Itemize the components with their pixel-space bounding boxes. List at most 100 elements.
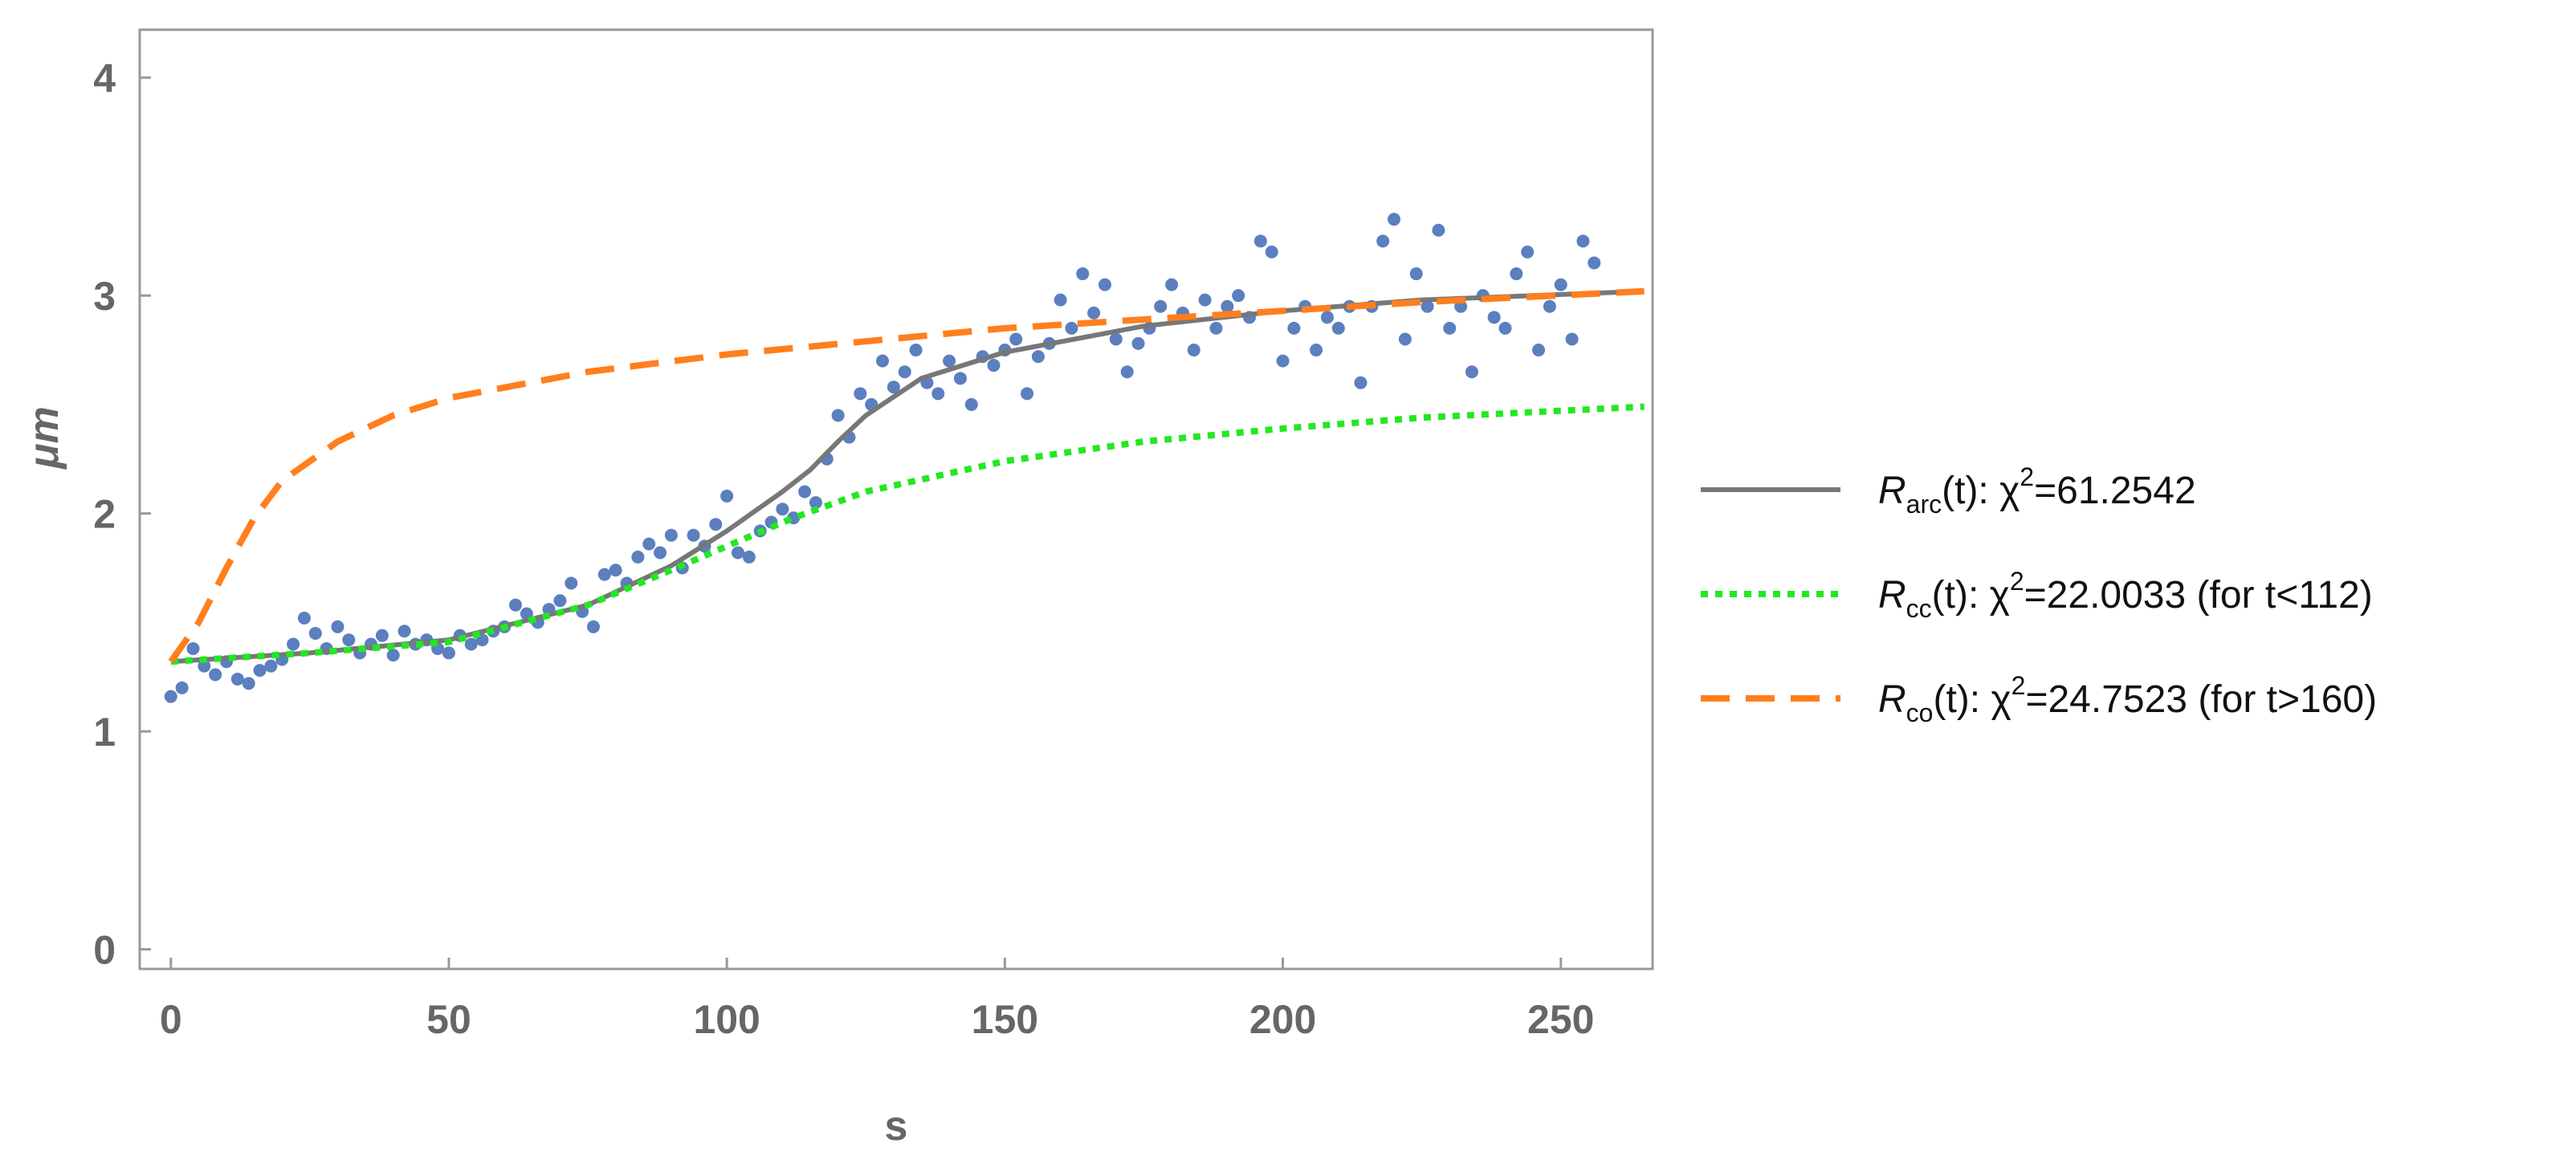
data-point xyxy=(1232,289,1245,303)
data-point xyxy=(1354,376,1367,389)
data-point xyxy=(287,637,300,651)
data-point xyxy=(1565,332,1579,346)
data-point xyxy=(1109,332,1123,346)
data-point xyxy=(1465,365,1478,379)
data-point xyxy=(331,620,344,633)
data-point xyxy=(1588,256,1601,270)
data-point xyxy=(1376,234,1390,248)
x-tick-label: 0 xyxy=(160,997,182,1042)
y-tick-label: 0 xyxy=(93,928,116,973)
data-point xyxy=(375,629,389,642)
legend-entry: Rcc(t): χ2=22.0033 (for t<112) xyxy=(1878,567,2373,623)
legend-text: (t): χ xyxy=(1942,470,2020,512)
data-point xyxy=(565,576,578,590)
x-tick-label: 200 xyxy=(1249,997,1316,1042)
x-tick-label: 100 xyxy=(693,997,760,1042)
data-point xyxy=(798,485,812,499)
data-point xyxy=(1576,234,1590,248)
data-point xyxy=(553,594,567,608)
data-point xyxy=(175,681,189,694)
data-point xyxy=(631,550,645,564)
legend-entry: Rarc(t): χ2=61.2542 xyxy=(1878,462,2196,519)
data-point xyxy=(1443,321,1457,335)
data-point xyxy=(642,537,656,551)
data-point xyxy=(1131,336,1145,350)
data-point xyxy=(1054,293,1067,307)
data-point xyxy=(1320,311,1334,324)
data-point xyxy=(732,546,745,560)
data-point xyxy=(687,528,700,542)
data-point xyxy=(1209,321,1223,335)
data-point xyxy=(964,397,978,411)
data-point xyxy=(230,672,244,686)
data-point xyxy=(342,633,356,647)
data-point xyxy=(1510,267,1523,281)
data-point xyxy=(1554,278,1567,291)
data-point xyxy=(308,626,322,640)
data-point xyxy=(1120,365,1134,379)
data-point xyxy=(854,387,867,401)
y-axis-label: μm xyxy=(21,406,67,470)
data-point xyxy=(720,489,734,503)
x-axis-label: s xyxy=(885,1103,908,1150)
legend-text: 2 xyxy=(2020,462,2034,491)
data-point xyxy=(898,365,911,379)
data-point xyxy=(242,677,255,690)
data-point xyxy=(831,409,845,422)
data-point xyxy=(253,664,267,678)
data-point xyxy=(1009,332,1023,346)
legend-text: =22.0033 (for t<112) xyxy=(2024,574,2373,617)
data-point xyxy=(1521,245,1535,258)
y-tick-label: 4 xyxy=(93,56,116,101)
data-point xyxy=(1076,267,1090,281)
data-point xyxy=(397,625,411,638)
data-point xyxy=(1276,354,1290,368)
legend-text: (t): χ xyxy=(1933,678,2011,721)
data-point xyxy=(931,387,945,401)
data-point xyxy=(164,690,177,703)
legend-text: arc xyxy=(1906,490,1942,519)
data-point xyxy=(1331,321,1345,335)
data-point xyxy=(1065,321,1078,335)
fit-line xyxy=(170,288,1645,665)
legend-text: co xyxy=(1906,698,1934,727)
legend-text: =61.2542 xyxy=(2034,470,2196,512)
data-point xyxy=(664,528,678,542)
data-point xyxy=(1098,278,1111,291)
data-point xyxy=(943,354,956,368)
x-tick-label: 250 xyxy=(1527,997,1594,1042)
data-point xyxy=(1420,299,1434,313)
x-tick-label: 50 xyxy=(426,997,471,1042)
data-point xyxy=(1253,234,1267,248)
data-point xyxy=(209,668,222,682)
data-point xyxy=(520,607,533,621)
data-point xyxy=(654,546,667,560)
data-point xyxy=(1432,223,1445,237)
data-point xyxy=(464,637,478,651)
data-point xyxy=(1287,321,1301,335)
y-tick-label: 2 xyxy=(93,492,116,537)
legend-entry: Rco(t): χ2=24.7523 (for t>160) xyxy=(1878,671,2377,727)
data-point xyxy=(1198,293,1212,307)
data-point xyxy=(264,659,278,673)
data-point xyxy=(887,381,900,394)
data-point xyxy=(609,564,622,577)
data-point xyxy=(876,354,890,368)
legend-text: 2 xyxy=(2010,567,2024,596)
legend-text: R xyxy=(1878,470,1906,512)
data-point xyxy=(1021,387,1034,401)
data-point xyxy=(1087,306,1101,319)
data-point xyxy=(987,359,1001,372)
data-point xyxy=(1031,350,1045,364)
data-point xyxy=(1310,344,1323,357)
data-point xyxy=(809,496,822,510)
data-point xyxy=(597,568,611,581)
data-point xyxy=(1165,278,1179,291)
data-point xyxy=(1532,344,1546,357)
data-point xyxy=(709,518,723,531)
data-point xyxy=(186,641,200,655)
data-point xyxy=(1221,299,1234,313)
fit-line xyxy=(168,287,1645,664)
